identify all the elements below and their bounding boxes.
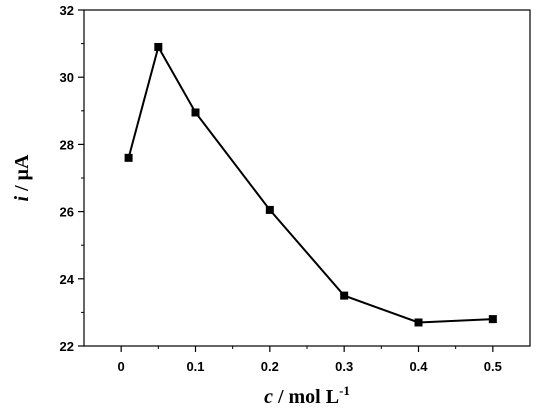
- data-point: [191, 108, 200, 117]
- y-axis-title: i / μA: [11, 154, 33, 201]
- x-axis-variable: c: [264, 386, 273, 408]
- data-point: [340, 291, 349, 300]
- x-axis-title: c / mol L-1: [264, 383, 350, 408]
- y-axis-variable: i: [11, 195, 33, 201]
- x-tick-label: 0.2: [261, 359, 279, 374]
- y-tick-label: 26: [60, 205, 74, 220]
- data-point: [154, 42, 163, 51]
- x-tick-label: 0: [118, 359, 125, 374]
- x-tick-label: 0.1: [186, 359, 204, 374]
- x-tick-label: 0.3: [335, 359, 353, 374]
- plot-frame: [83, 9, 531, 347]
- y-tick-label: 22: [60, 339, 74, 354]
- x-tick-label: 0.4: [409, 359, 428, 374]
- y-tick-label: 24: [60, 272, 75, 287]
- axes: [83, 9, 531, 347]
- series: [124, 42, 497, 327]
- y-tick-label: 30: [60, 70, 74, 85]
- data-point: [265, 205, 274, 214]
- x-axis-unit: / mol L: [273, 386, 339, 408]
- y-axis-unit: / μA: [11, 154, 33, 196]
- ticks: 0 0.1 0.2 0.3 0.4 0.5 22 24 26 28 30 32: [60, 3, 502, 374]
- y-tick-label: 32: [60, 3, 74, 18]
- y-tick-label: 28: [60, 137, 74, 152]
- data-point: [488, 315, 497, 324]
- x-axis-unit-exponent: -1: [339, 383, 350, 398]
- series-line: [127, 44, 493, 324]
- x-tick-label: 0.5: [484, 359, 502, 374]
- data-point: [414, 318, 423, 327]
- data-point: [124, 153, 133, 162]
